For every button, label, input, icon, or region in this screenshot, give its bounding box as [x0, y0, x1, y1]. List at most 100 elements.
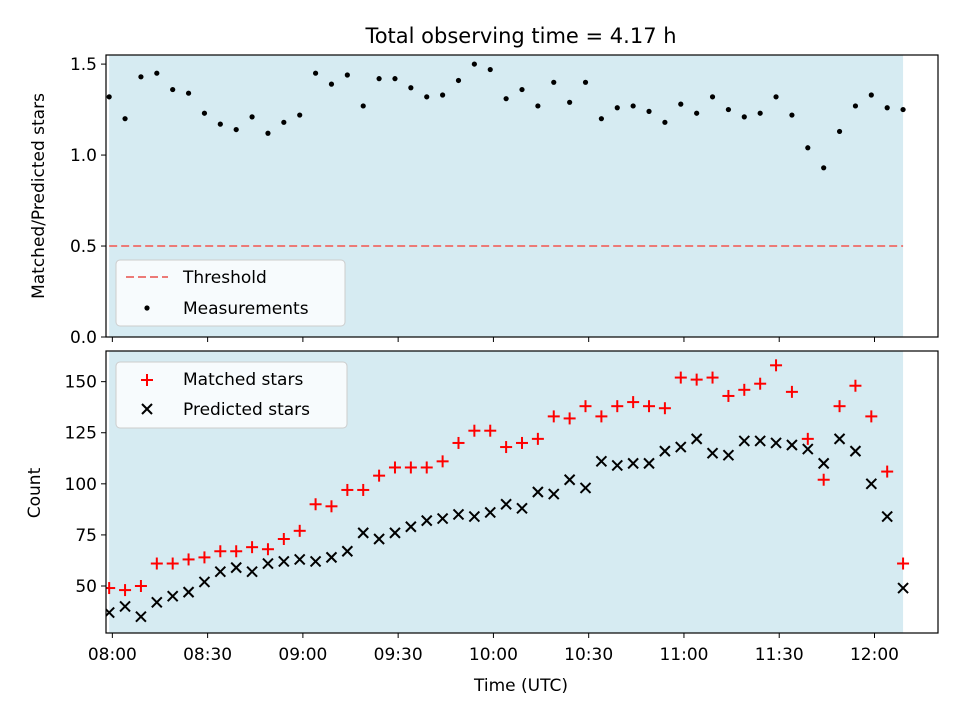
- measurement-point: [297, 112, 303, 118]
- matched-point: [722, 389, 735, 402]
- predicted-point: [468, 510, 481, 523]
- measurement-point: [678, 101, 684, 107]
- ratio-legend: Threshold Measurements: [115, 259, 346, 327]
- series-predicted-stars: [106, 433, 909, 623]
- y-tick-label: 125: [65, 424, 97, 444]
- predicted-point: [627, 457, 639, 470]
- measurement-point: [392, 76, 398, 82]
- matched-point: [531, 432, 544, 445]
- matched-point: [388, 461, 401, 474]
- matched-point: [182, 553, 195, 566]
- predicted-point: [563, 474, 576, 486]
- measurement-point: [185, 90, 192, 96]
- measurement-point: [487, 66, 493, 73]
- predicted-point: [500, 498, 512, 510]
- predicted-point: [278, 555, 290, 568]
- matched-point: [246, 541, 259, 554]
- matched-point: [293, 524, 306, 537]
- measurement-point: [138, 74, 144, 80]
- matched-point: [516, 436, 528, 449]
- predicted-point: [611, 459, 623, 472]
- predicted-point: [833, 433, 846, 445]
- predicted-point: [516, 502, 528, 515]
- matched-point: [897, 557, 910, 570]
- predicted-point: [484, 506, 496, 519]
- measurement-point: [757, 110, 763, 116]
- matched-point: [611, 400, 624, 413]
- predicted-point: [405, 521, 417, 533]
- measurement-point: [884, 105, 890, 111]
- matched-point: [341, 483, 354, 496]
- measurement-point: [646, 108, 652, 114]
- measurements-legend-label: Measurements: [183, 299, 309, 319]
- x-tick-label: 10:30: [564, 645, 613, 665]
- x-tick-label: 11:00: [659, 645, 708, 665]
- predicted-point: [452, 508, 465, 521]
- measurement-point: [868, 92, 874, 98]
- matched-point: [214, 545, 227, 558]
- matched-point: [468, 424, 481, 437]
- matched-point: [325, 500, 338, 513]
- measurement-point: [567, 99, 573, 105]
- predicted-point: [659, 445, 671, 457]
- measurement-point: [519, 86, 525, 93]
- measurement-point: [630, 103, 636, 109]
- measurement-point: [233, 126, 239, 133]
- measurement-point: [551, 79, 557, 85]
- matched-legend-swatch: [141, 374, 153, 386]
- x-tick-label: 09:30: [374, 645, 423, 665]
- count-panel-frame: [105, 350, 939, 634]
- matched-point: [500, 441, 513, 454]
- matched-point: [627, 396, 640, 409]
- count-legend-box: [115, 361, 348, 429]
- measurement-point: [836, 128, 843, 135]
- matched-point: [277, 533, 290, 545]
- measurement-point: [852, 103, 859, 109]
- measurement-point: [328, 81, 335, 87]
- predicted-point: [770, 437, 782, 449]
- measurement-point: [725, 106, 732, 113]
- matched-point: [801, 432, 814, 445]
- series-matched-stars: [106, 359, 910, 597]
- predicted-point: [849, 445, 862, 457]
- y-tick-label: 0.0: [70, 328, 97, 348]
- measurement-point: [265, 130, 271, 136]
- predicted-point: [166, 590, 179, 602]
- matched-point: [230, 545, 243, 558]
- measurement-point: [154, 70, 160, 76]
- x-tick-label: 12:00: [850, 645, 899, 665]
- matched-point: [643, 400, 656, 413]
- measurement-point: [249, 114, 255, 120]
- predicted-point: [214, 565, 227, 578]
- matched-point: [674, 371, 687, 384]
- x-tick-label: 08:00: [88, 645, 137, 665]
- measurement-point: [789, 112, 795, 118]
- matched-point: [563, 412, 576, 425]
- measurement-point: [122, 116, 128, 122]
- predicted-point: [119, 600, 131, 613]
- matched-point: [452, 436, 465, 449]
- measurement-point: [821, 165, 827, 171]
- y-tick-label: 75: [75, 526, 97, 546]
- matched-point: [690, 373, 703, 386]
- predicted-point: [881, 510, 893, 523]
- matched-point: [738, 383, 751, 396]
- x-tick-label: 09:00: [278, 645, 327, 665]
- predicted-point: [421, 514, 433, 527]
- matched-point: [658, 402, 671, 415]
- y-tick-label: 100: [65, 475, 97, 495]
- matched-point: [547, 410, 560, 423]
- measurement-point: [281, 119, 287, 125]
- predicted-point: [357, 527, 369, 539]
- predicted-point: [151, 596, 163, 609]
- predicted-point: [389, 527, 401, 539]
- predicted-point: [706, 447, 719, 459]
- matched-point: [119, 584, 132, 597]
- matched-point: [198, 551, 211, 564]
- series-measurements: [106, 61, 906, 171]
- predicted-point: [579, 482, 592, 494]
- y-tick-label: 1.5: [70, 55, 97, 75]
- measurement-point: [455, 77, 462, 84]
- predicted-point: [106, 606, 115, 619]
